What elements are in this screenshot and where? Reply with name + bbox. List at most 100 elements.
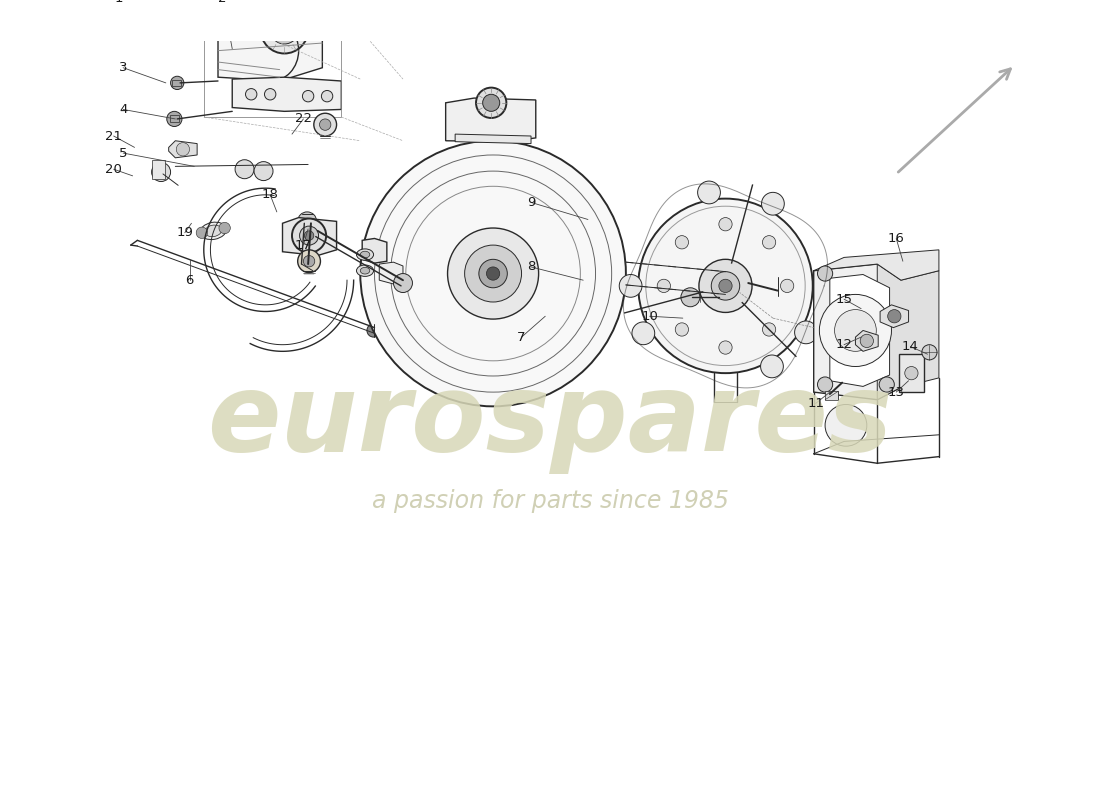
Circle shape xyxy=(261,6,308,54)
Circle shape xyxy=(762,323,776,336)
Polygon shape xyxy=(379,262,403,284)
Circle shape xyxy=(781,279,794,293)
Circle shape xyxy=(319,119,331,130)
Text: 2: 2 xyxy=(219,0,227,5)
Bar xyxy=(899,354,924,392)
Circle shape xyxy=(718,218,733,231)
Circle shape xyxy=(304,255,315,267)
Circle shape xyxy=(196,227,208,238)
Circle shape xyxy=(219,222,230,234)
Text: 1: 1 xyxy=(114,0,123,5)
Text: 10: 10 xyxy=(641,310,658,322)
Bar xyxy=(152,160,165,178)
Circle shape xyxy=(770,279,785,294)
Circle shape xyxy=(298,212,317,231)
Text: 11: 11 xyxy=(807,397,824,410)
Circle shape xyxy=(732,278,742,289)
Polygon shape xyxy=(814,264,901,400)
Circle shape xyxy=(888,310,901,323)
Text: 7: 7 xyxy=(517,330,526,344)
Polygon shape xyxy=(829,274,890,386)
Text: 15: 15 xyxy=(836,293,852,306)
Text: 4: 4 xyxy=(119,103,128,116)
Circle shape xyxy=(675,236,689,249)
Circle shape xyxy=(254,162,273,181)
Circle shape xyxy=(321,90,333,102)
Circle shape xyxy=(905,366,918,380)
Text: 3: 3 xyxy=(119,62,128,74)
Circle shape xyxy=(464,245,521,302)
Circle shape xyxy=(922,345,937,360)
Circle shape xyxy=(726,272,748,294)
Circle shape xyxy=(314,114,337,136)
Ellipse shape xyxy=(200,222,227,239)
Circle shape xyxy=(657,279,671,293)
Circle shape xyxy=(638,198,813,373)
Text: 14: 14 xyxy=(902,340,918,353)
Ellipse shape xyxy=(205,225,222,237)
Text: 9: 9 xyxy=(527,196,536,209)
Circle shape xyxy=(712,272,739,300)
Circle shape xyxy=(170,76,184,90)
Bar xyxy=(169,115,179,122)
Circle shape xyxy=(835,310,877,351)
Circle shape xyxy=(817,377,833,392)
Circle shape xyxy=(483,94,499,111)
Circle shape xyxy=(718,341,733,354)
Circle shape xyxy=(794,321,817,344)
Circle shape xyxy=(271,15,298,44)
Text: eurospares: eurospares xyxy=(207,367,893,474)
Circle shape xyxy=(448,228,539,319)
Bar xyxy=(173,80,182,86)
Circle shape xyxy=(302,90,313,102)
Circle shape xyxy=(361,141,626,406)
Text: 17: 17 xyxy=(295,238,312,251)
Polygon shape xyxy=(232,77,341,111)
Circle shape xyxy=(860,334,873,347)
Polygon shape xyxy=(878,264,939,400)
Circle shape xyxy=(299,226,319,245)
Circle shape xyxy=(167,111,182,126)
Polygon shape xyxy=(218,18,322,81)
Circle shape xyxy=(486,267,499,280)
Circle shape xyxy=(825,405,867,446)
Polygon shape xyxy=(856,330,878,351)
Ellipse shape xyxy=(361,267,370,274)
Ellipse shape xyxy=(356,249,374,260)
Text: 6: 6 xyxy=(186,274,194,286)
Text: 22: 22 xyxy=(295,113,312,126)
Circle shape xyxy=(761,192,784,215)
Circle shape xyxy=(367,324,381,337)
Circle shape xyxy=(879,377,894,392)
Polygon shape xyxy=(880,305,909,328)
Text: 12: 12 xyxy=(836,338,852,351)
Polygon shape xyxy=(446,98,536,142)
Text: 13: 13 xyxy=(888,386,904,398)
Circle shape xyxy=(292,218,326,253)
Circle shape xyxy=(298,250,320,273)
Text: 20: 20 xyxy=(106,162,122,176)
Text: 8: 8 xyxy=(527,261,536,274)
Polygon shape xyxy=(814,250,939,280)
Circle shape xyxy=(697,181,720,204)
Polygon shape xyxy=(283,218,337,255)
Text: 18: 18 xyxy=(262,188,278,202)
Ellipse shape xyxy=(361,251,370,258)
Polygon shape xyxy=(455,134,531,143)
Circle shape xyxy=(245,89,257,100)
Circle shape xyxy=(698,259,752,313)
Circle shape xyxy=(675,323,689,336)
Text: 21: 21 xyxy=(106,130,122,142)
Bar xyxy=(825,391,838,400)
Polygon shape xyxy=(362,238,387,263)
Circle shape xyxy=(681,288,700,306)
Circle shape xyxy=(718,279,733,293)
Circle shape xyxy=(476,88,506,118)
Circle shape xyxy=(632,322,654,345)
Text: 16: 16 xyxy=(888,232,904,245)
Circle shape xyxy=(176,142,189,156)
Circle shape xyxy=(760,355,783,378)
Circle shape xyxy=(235,160,254,178)
Circle shape xyxy=(305,231,314,240)
Circle shape xyxy=(152,162,170,182)
